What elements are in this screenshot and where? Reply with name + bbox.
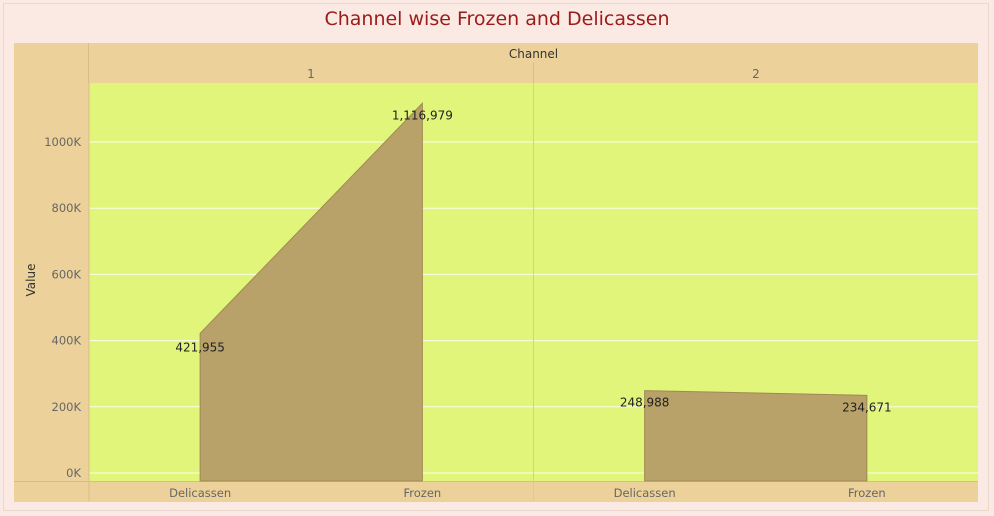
header-corner (14, 43, 89, 83)
y-tick-label: 800K (52, 201, 82, 215)
pane-header-1[interactable]: 1 (307, 67, 315, 81)
x-tick-label: Frozen (848, 486, 886, 500)
x-tick-label: Frozen (404, 486, 442, 500)
pane-header-2[interactable]: 2 (752, 67, 760, 81)
y-tick-label: 600K (52, 267, 82, 281)
dashboard-frame (3, 3, 989, 511)
x-axis-band (14, 481, 978, 502)
chart-title: Channel wise Frozen and Delicassen (324, 8, 670, 30)
data-label: 1,116,979 (392, 108, 453, 122)
column-header-label: Channel (508, 47, 559, 61)
data-label: 234,671 (842, 400, 892, 414)
x-tick-label: Delicassen (614, 486, 676, 500)
y-tick-label: 200K (52, 400, 82, 414)
y-tick-label: 1000K (44, 135, 81, 149)
y-tick-label: 400K (52, 334, 82, 348)
area-series-pane-2 (644, 390, 868, 482)
area-series-pane-1 (199, 102, 423, 482)
x-tick-label: Delicassen (169, 486, 231, 500)
pane-header-divider (533, 63, 534, 83)
data-label: 421,955 (175, 340, 225, 354)
data-label: 248,988 (620, 396, 670, 410)
column-header-band (14, 43, 978, 84)
y-tick-label: 0K (66, 466, 81, 480)
y-axis-band (14, 83, 89, 481)
